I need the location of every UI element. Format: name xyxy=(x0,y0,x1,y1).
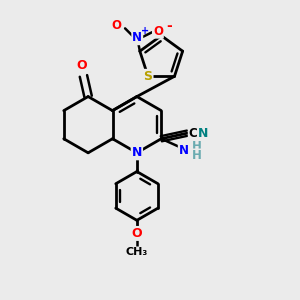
Text: O: O xyxy=(76,59,87,72)
Text: N: N xyxy=(179,143,189,157)
Text: -: - xyxy=(166,19,172,33)
Text: N: N xyxy=(132,146,142,159)
Text: O: O xyxy=(112,19,122,32)
Text: H: H xyxy=(192,140,202,153)
Text: N: N xyxy=(198,127,208,140)
Text: C: C xyxy=(189,127,197,140)
Text: S: S xyxy=(143,70,152,83)
Text: +: + xyxy=(141,26,149,36)
Text: N: N xyxy=(132,31,142,44)
Text: H: H xyxy=(192,149,202,162)
Text: CH₃: CH₃ xyxy=(126,247,148,257)
Text: O: O xyxy=(153,25,163,38)
Text: O: O xyxy=(132,227,142,240)
